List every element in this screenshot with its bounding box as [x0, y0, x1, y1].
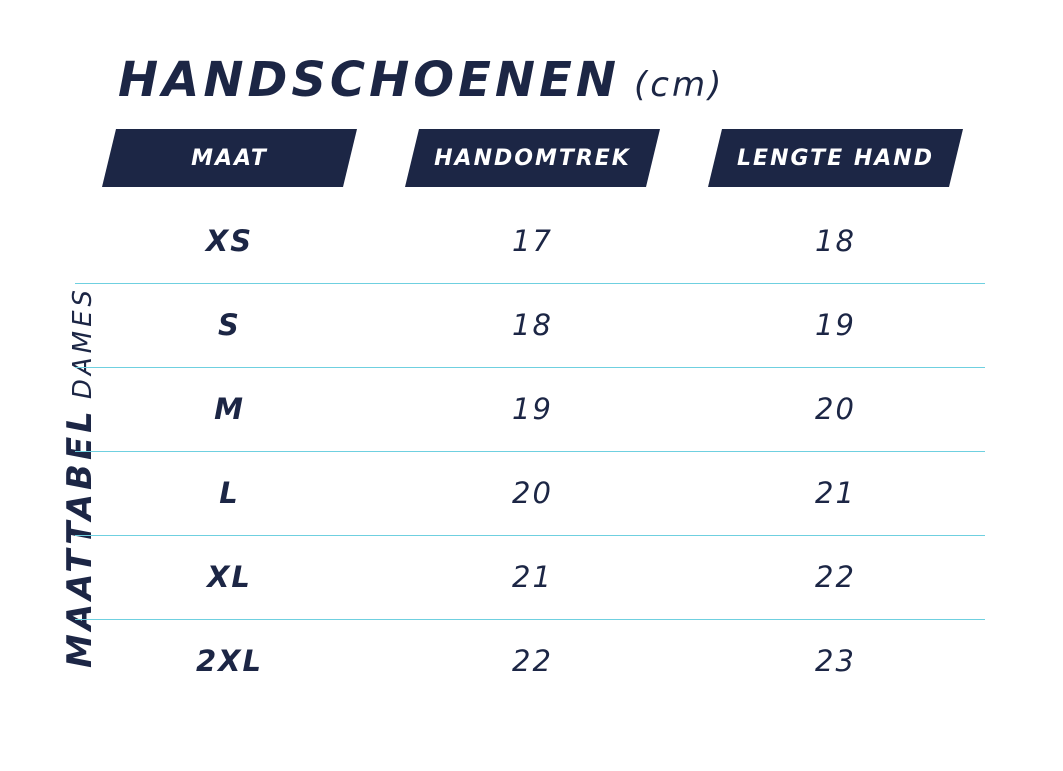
length-cell: 21: [815, 476, 856, 510]
length-cell: 22: [815, 560, 856, 594]
table-row: XL 21 22: [75, 536, 985, 620]
size-cell: XS: [205, 224, 254, 258]
header-circumference: HANDOMTREK: [405, 129, 660, 187]
title-row: HANDSCHOENEN (cm): [118, 52, 724, 112]
circumference-cell: 18: [512, 308, 553, 342]
header-length: LENGTE HAND: [708, 129, 963, 187]
circumference-cell: 20: [512, 476, 553, 510]
length-cell: 20: [815, 392, 856, 426]
table-row: XS 17 18: [75, 200, 985, 284]
circumference-cell: 17: [512, 224, 553, 258]
size-cell: 2XL: [195, 644, 264, 678]
header-size: MAAT: [102, 129, 357, 187]
size-cell: XL: [207, 560, 252, 594]
circumference-cell: 21: [512, 560, 553, 594]
size-cell: S: [218, 308, 241, 342]
length-cell: 19: [815, 308, 856, 342]
table-row: L 20 21: [75, 452, 985, 536]
table-row: S 18 19: [75, 284, 985, 368]
circumference-cell: 19: [512, 392, 553, 426]
table-row: 2XL 22 23: [75, 620, 985, 703]
size-table: XS 17 18 S 18 19 M 19 20 L 20 21 XL 21 2…: [75, 200, 985, 703]
length-cell: 23: [815, 644, 856, 678]
length-cell: 18: [815, 224, 856, 258]
table-row: M 19 20: [75, 368, 985, 452]
size-cell: L: [219, 476, 240, 510]
page-title: HANDSCHOENEN: [118, 52, 621, 108]
size-cell: M: [214, 392, 245, 426]
circumference-cell: 22: [512, 644, 553, 678]
unit-label: (cm): [634, 65, 725, 105]
